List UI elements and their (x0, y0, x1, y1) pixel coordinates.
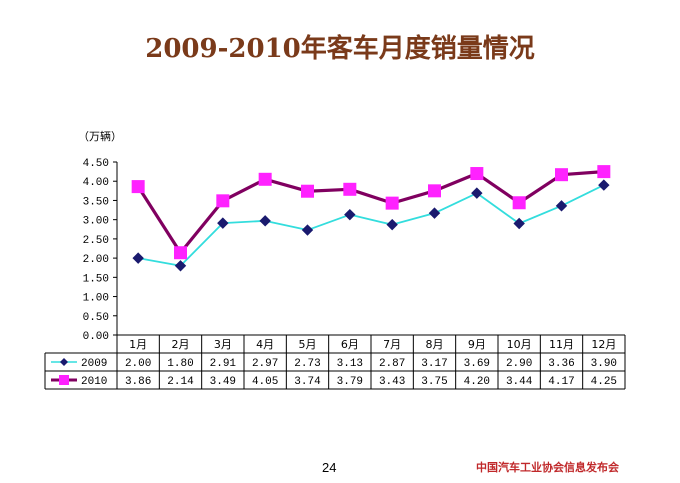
data-label: 3.13 (337, 358, 363, 370)
data-label: 2.00 (125, 358, 151, 370)
y-tick-label: 3.00 (83, 216, 109, 228)
data-point-2009 (513, 217, 525, 230)
data-label: 2.97 (252, 358, 278, 370)
data-label: 3.79 (337, 376, 363, 388)
footer-publisher: 中国汽车工业协会信息发布会 (476, 461, 619, 474)
y-tick-label: 0.00 (83, 331, 109, 343)
data-label: 3.90 (591, 358, 617, 370)
data-label: 3.43 (379, 376, 405, 388)
x-tick-label: 1月 (129, 338, 147, 351)
data-point-2010 (512, 196, 526, 210)
y-tick-label: 1.00 (83, 293, 109, 305)
data-point-2009 (344, 208, 356, 221)
y-tick-label: 4.00 (83, 177, 109, 189)
legend-marker-2010 (59, 375, 69, 385)
y-tick-label: 2.50 (83, 235, 109, 247)
y-tick-label: 3.50 (83, 196, 109, 208)
data-label: 3.69 (464, 358, 490, 370)
data-point-2010 (343, 182, 357, 196)
page-number: 24 (322, 460, 337, 475)
data-point-2009 (174, 260, 187, 272)
legend-label: 2009 (81, 358, 107, 370)
data-label: 1.80 (167, 358, 193, 370)
y-tick-label: 0.50 (83, 312, 109, 324)
x-tick-label: 2月 (172, 338, 190, 351)
data-label: 4.20 (464, 376, 490, 388)
data-point-2010 (258, 172, 272, 186)
data-label: 3.75 (421, 376, 447, 388)
data-label: 3.74 (294, 376, 321, 388)
data-label: 4.17 (548, 376, 574, 388)
data-point-2010 (174, 246, 187, 260)
x-tick-label: 9月 (468, 338, 486, 351)
y-axis-unit-label: （万辆） (78, 130, 122, 143)
data-label: 3.36 (548, 358, 574, 370)
data-point-2010 (301, 184, 314, 198)
x-tick-label: 8月 (426, 338, 444, 351)
data-label: 3.44 (506, 376, 533, 388)
data-label: 2.90 (506, 358, 532, 370)
data-label: 3.49 (210, 376, 236, 388)
data-label: 2.14 (167, 376, 194, 388)
x-tick-label: 6月 (341, 338, 359, 351)
x-tick-label: 12月 (591, 338, 616, 351)
data-point-2010 (470, 167, 484, 181)
series-line-2009 (138, 184, 605, 267)
data-point-2010 (428, 184, 441, 198)
data-point-2009 (386, 218, 398, 231)
data-point-2009 (428, 207, 441, 219)
data-point-2009 (471, 187, 483, 199)
x-tick-label: 5月 (299, 338, 317, 351)
data-point-2009 (217, 217, 229, 229)
page-title: 2009-2010年客车月度销量情况 (145, 34, 535, 64)
y-tick-label: 1.50 (83, 273, 109, 285)
x-tick-label: 7月 (383, 338, 401, 351)
x-tick-label: 10月 (507, 338, 532, 351)
data-point-2010 (555, 168, 568, 182)
legend-label: 2010 (81, 376, 107, 388)
data-label: 2.91 (210, 358, 237, 370)
x-tick-label: 11月 (549, 338, 574, 351)
data-point-2010 (131, 180, 145, 194)
data-point-2010 (216, 194, 230, 208)
data-label: 2.73 (294, 358, 320, 370)
y-tick-label: 2.00 (83, 254, 109, 266)
x-tick-label: 3月 (214, 338, 232, 351)
data-label: 4.25 (591, 376, 617, 388)
data-label: 3.17 (421, 358, 447, 370)
series-line-2010 (136, 170, 604, 255)
y-tick-label: 4.50 (83, 158, 109, 170)
data-point-2009 (555, 200, 568, 212)
data-label: 4.05 (252, 376, 278, 388)
data-label: 3.86 (125, 376, 151, 388)
data-point-2009 (259, 215, 271, 227)
data-label: 2.87 (379, 358, 405, 370)
legend-marker-2009 (60, 358, 68, 366)
data-point-2009 (301, 224, 314, 236)
data-point-2009 (132, 252, 144, 264)
data-point-2010 (385, 196, 399, 210)
data-point-2009 (598, 179, 610, 191)
data-point-2010 (597, 165, 611, 179)
x-tick-label: 4月 (256, 338, 274, 351)
